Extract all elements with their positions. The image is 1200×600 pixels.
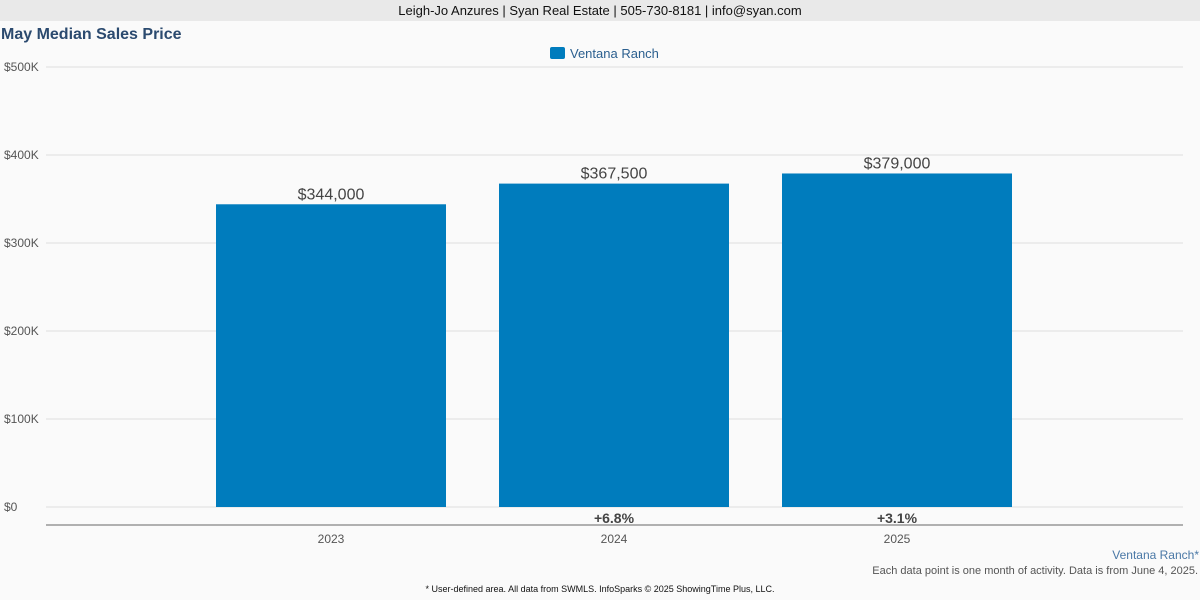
bar-value-label: $344,000 bbox=[298, 186, 365, 203]
change-label: +6.8% bbox=[594, 510, 635, 526]
bar bbox=[216, 204, 446, 507]
y-tick-label: $500K bbox=[4, 60, 39, 74]
y-tick-label: $200K bbox=[4, 324, 39, 338]
y-tick-label: $400K bbox=[4, 148, 39, 162]
legend[interactable]: Ventana Ranch bbox=[550, 45, 659, 61]
contact-header: Leigh-Jo Anzures | Syan Real Estate | 50… bbox=[0, 0, 1200, 21]
area-label[interactable]: Ventana Ranch* bbox=[1112, 548, 1199, 562]
legend-swatch bbox=[550, 47, 565, 59]
x-tick-label: 2024 bbox=[601, 532, 628, 546]
bar-value-label: $367,500 bbox=[581, 166, 648, 183]
y-tick-label: $300K bbox=[4, 236, 39, 250]
footer-note: * User-defined area. All data from SWMLS… bbox=[425, 584, 775, 594]
x-tick-label: 2023 bbox=[318, 532, 345, 546]
change-label: +3.1% bbox=[877, 510, 918, 526]
legend-label: Ventana Ranch bbox=[570, 45, 659, 61]
activity-note: Each data point is one month of activity… bbox=[872, 565, 1198, 577]
bar-value-label: $379,000 bbox=[864, 155, 931, 172]
chart-title: May Median Sales Price bbox=[1, 26, 182, 43]
bar bbox=[499, 183, 729, 507]
x-tick-label: 2025 bbox=[884, 532, 911, 546]
y-tick-label: $100K bbox=[4, 412, 39, 426]
y-tick-label: $0 bbox=[4, 500, 18, 514]
bar bbox=[782, 173, 1012, 508]
